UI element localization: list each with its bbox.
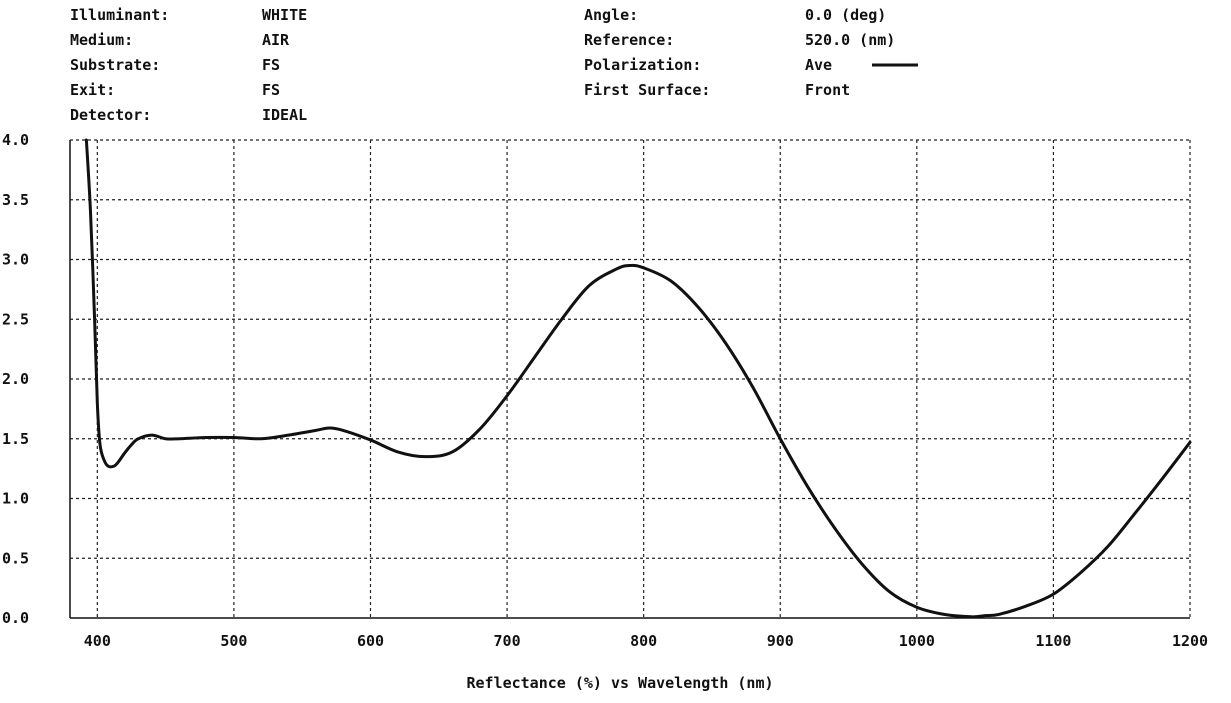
series-layer	[84, 138, 1192, 619]
header-substrate-label: Substrate:	[70, 56, 160, 74]
header-detector-value: IDEAL	[262, 106, 307, 124]
header-exit-value: FS	[262, 81, 280, 99]
header-angle-label: Angle:	[584, 6, 638, 24]
x-tick-label: 600	[357, 632, 384, 650]
x-tick-label: 1200	[1172, 632, 1208, 650]
y-tick-label: 0.0	[2, 609, 29, 627]
x-tick-label: 1100	[1035, 632, 1071, 650]
y-tick-label: 2.5	[2, 310, 29, 328]
y-tick-label: 2.0	[2, 370, 29, 388]
header-angle-value: 0.0 (deg)	[805, 6, 886, 24]
y-tick-label: 0.5	[2, 549, 29, 567]
x-tick-label: 500	[220, 632, 247, 650]
header-reference-value: 520.0 (nm)	[805, 31, 895, 49]
x-tick-label: 1000	[899, 632, 935, 650]
x-tick-labels: 400 500 600 700 800 900 1000 1100 1200	[84, 632, 1208, 650]
header-reference-label: Reference:	[584, 31, 674, 49]
header-left: Illuminant: WHITE Medium: AIR Substrate:…	[70, 6, 307, 124]
header-polarization-label: Polarization:	[584, 56, 701, 74]
header-medium-label: Medium:	[70, 31, 133, 49]
x-tick-label: 800	[630, 632, 657, 650]
header-illuminant-value: WHITE	[262, 6, 307, 24]
header-substrate-value: FS	[262, 56, 280, 74]
y-tick-label: 1.0	[2, 490, 29, 508]
axes	[69, 140, 1190, 619]
header-detector-label: Detector:	[70, 106, 151, 124]
header-first-surface-value: Front	[805, 81, 850, 99]
header-right: Angle: 0.0 (deg) Reference: 520.0 (nm) P…	[584, 6, 918, 99]
x-axis-label: Reflectance (%) vs Wavelength (nm)	[466, 674, 773, 692]
header-exit-label: Exit:	[70, 81, 115, 99]
grid	[70, 139, 1191, 618]
y-tick-label: 3.5	[2, 191, 29, 209]
header-illuminant-label: Illuminant:	[70, 6, 169, 24]
header-polarization-value: Ave	[805, 56, 832, 74]
header-medium-value: AIR	[262, 31, 290, 49]
header-first-surface-label: First Surface:	[584, 81, 710, 99]
y-tick-label: 4.0	[2, 131, 29, 149]
series-line-ave	[84, 138, 1192, 619]
y-tick-labels: 0.0 0.5 1.0 1.5 2.0 2.5 3.0 3.5 4.0	[2, 131, 29, 627]
x-tick-label: 900	[767, 632, 794, 650]
x-tick-label: 400	[84, 632, 111, 650]
y-tick-label: 1.5	[2, 430, 29, 448]
x-tick-label: 700	[494, 632, 521, 650]
y-tick-label: 3.0	[2, 251, 29, 269]
